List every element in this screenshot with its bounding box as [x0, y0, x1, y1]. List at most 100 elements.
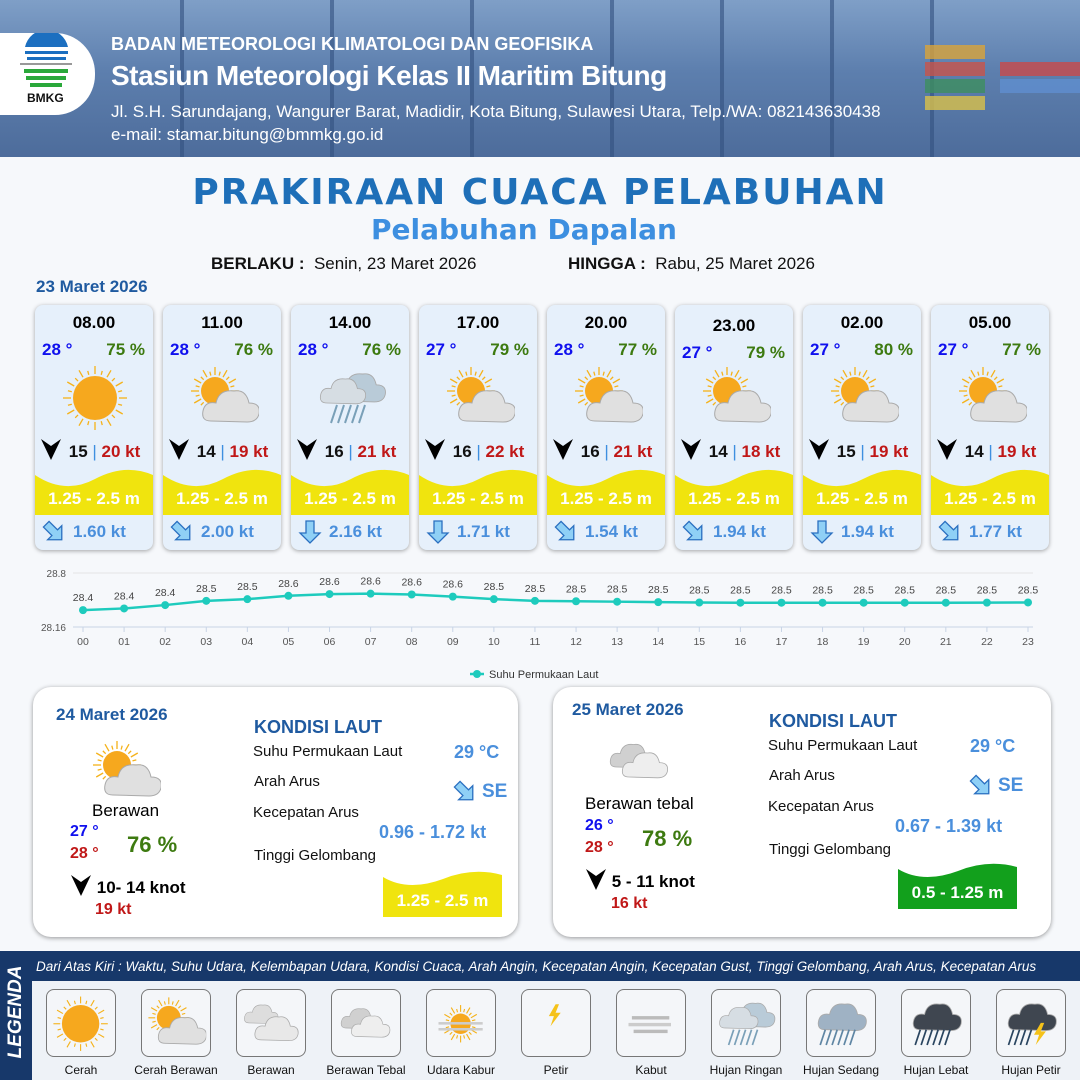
wave-height-label: Tinggi Gelombang: [769, 841, 892, 858]
current-info: 1.94 kt: [681, 519, 766, 545]
wave-height-fill: [35, 469, 153, 515]
air-temp: 27 °: [810, 340, 841, 359]
air-temp: 27 °: [682, 343, 713, 362]
legend-label: Cerah: [64, 1063, 98, 1077]
data-label: 28.6: [401, 577, 422, 589]
data-label: 28.5: [812, 585, 833, 597]
wind-info: 16 | 21 kt: [552, 437, 662, 462]
data-label: 28.5: [607, 584, 628, 596]
humidity: 79 %: [746, 343, 785, 362]
day2-panel: 24 Maret 2026 Berawan 27 ° 28 ° 76 % 10-…: [33, 687, 518, 937]
weather-rain-icon: [315, 363, 387, 433]
forecast-time: 02.00: [840, 313, 884, 332]
gust-speed: 19 kt: [229, 442, 269, 461]
wave-height: 1.25 - 2.5 m: [432, 489, 524, 508]
day-date: 25 Maret 2026: [572, 700, 684, 719]
current-speed: 2.16 kt: [329, 522, 382, 541]
legend-rain-icon: [711, 989, 781, 1057]
data-point: [654, 598, 663, 607]
current-speed: 1.60 kt: [73, 522, 126, 541]
wave-height-fill: [931, 469, 1049, 515]
x-tick-label: 22: [981, 636, 993, 648]
sea-surface-temp-chart: 28.8 28.16 00 01 02 03 04 05 06 07 08 09 10 11 12 13 14 1…: [41, 569, 1038, 681]
current-direction: SE: [452, 779, 507, 805]
weather-partly-cloudy-icon: [187, 363, 260, 433]
wind-direction-icon: [809, 439, 829, 460]
wave-height: 1.25 - 2.5 m: [48, 489, 140, 508]
header-banner: BMKG BADAN METEOROLOGI KLIMATOLOGI DAN G…: [0, 0, 1080, 157]
gust-speed: 21 kt: [613, 442, 653, 461]
data-label: 28.5: [196, 583, 217, 595]
wind-direction-icon: [41, 439, 61, 460]
weather-partly-cloudy-icon: [443, 363, 516, 433]
forecast-card: 17.00 27 ° 79 % 16 | 22 kt 1.25 - 2.5 m …: [419, 305, 537, 550]
y-tick-label: 28.8: [47, 569, 67, 580]
temp-max: 28 °: [585, 839, 614, 856]
wind-speed: 10- 14 knot: [96, 878, 186, 897]
wind-speed: 14: [964, 442, 984, 461]
weather-sunny-icon: [59, 363, 131, 433]
forecast-card: 02.00 27 ° 80 % 15 | 19 kt 1.25 - 2.5 m …: [803, 305, 921, 550]
current-speed: 0.96 - 1.72 kt: [379, 822, 487, 842]
weather-condition: Berawan tebal: [585, 794, 694, 813]
x-tick-label: 23: [1022, 636, 1034, 648]
day3-panel: 25 Maret 2026 Berawan tebal 26 ° 28 ° 78…: [553, 687, 1051, 937]
current-info: 1.77 kt: [937, 519, 1022, 545]
x-tick-label: 06: [324, 636, 336, 648]
legend-fog-icon: [616, 989, 686, 1057]
wind-info: 14 | 19 kt: [168, 437, 278, 462]
data-point: [818, 598, 827, 607]
data-point: [736, 598, 745, 607]
wind-info: 14 | 18 kt: [680, 437, 790, 462]
data-point: [900, 598, 909, 607]
humidity: 76 %: [127, 832, 178, 857]
wind-direction-icon: [425, 439, 445, 460]
wave-height: 1.25 - 2.5 m: [944, 489, 1036, 508]
gust-speed: 21 kt: [357, 442, 397, 461]
forecast-time: 17.00: [456, 313, 500, 332]
legend-label: Hujan Ringan: [709, 1063, 783, 1077]
sst-label: Suhu Permukaan Laut: [768, 737, 918, 754]
data-point: [1024, 598, 1032, 607]
gust-speed: 19 kt: [95, 901, 132, 918]
wind-info: 15 | 20 kt: [40, 437, 150, 462]
weather-partly-cloudy-icon: [699, 363, 772, 433]
day1-date: 23 Maret 2026: [36, 277, 148, 296]
legend-label: Cerah Berawan: [134, 1063, 218, 1077]
data-label: 28.5: [730, 585, 751, 597]
y-tick-label: 28.16: [41, 623, 66, 634]
legend-sunny-icon: [46, 989, 116, 1057]
air-temp: 27 °: [938, 340, 969, 359]
x-tick-label: 15: [693, 636, 705, 648]
forecast-card: 08.00 28 ° 75 % 15 | 20 kt 1.25 - 2.5 m …: [35, 305, 153, 550]
wave-height: 1.25 - 2.5 m: [176, 489, 268, 508]
data-point: [243, 595, 252, 604]
current-speed-label: Kecepatan Arus: [768, 798, 874, 815]
wave-height: 1.25 - 2.5 m: [688, 489, 780, 508]
legend-marker: [473, 670, 481, 678]
data-point: [859, 598, 868, 607]
x-tick-label: 21: [940, 636, 952, 648]
wave-height: 1.25 - 2.5 m: [396, 891, 489, 910]
wind-speed: 5 - 11 knot: [611, 872, 695, 891]
data-label: 28.5: [484, 581, 505, 593]
current-arrow-s-icon: [426, 520, 450, 544]
legend-rain-heavy-icon: [901, 989, 971, 1057]
wind-info: 10- 14 knot: [70, 873, 186, 898]
legend-title: LEGENDA: [0, 951, 32, 1080]
data-point: [489, 595, 498, 604]
data-label: 28.6: [443, 579, 464, 591]
forecast-card: 14.00 28 ° 76 % 16 | 21 kt 1.25 - 2.5 m …: [291, 305, 409, 550]
gust-speed: 20 kt: [101, 442, 141, 461]
wave-height: 1.25 - 2.5 m: [304, 489, 396, 508]
current-speed: 2.00 kt: [201, 522, 254, 541]
x-tick-label: 19: [858, 636, 870, 648]
wind-direction-icon: [937, 439, 957, 460]
forecast-time: 14.00: [328, 313, 372, 332]
data-point: [366, 589, 375, 598]
humidity: 76 %: [234, 340, 273, 359]
gust-speed: 22 kt: [485, 442, 525, 461]
x-tick-label: 20: [899, 636, 911, 648]
current-info: 2.16 kt: [297, 519, 382, 545]
wave-height: 1.25 - 2.5 m: [560, 489, 652, 508]
